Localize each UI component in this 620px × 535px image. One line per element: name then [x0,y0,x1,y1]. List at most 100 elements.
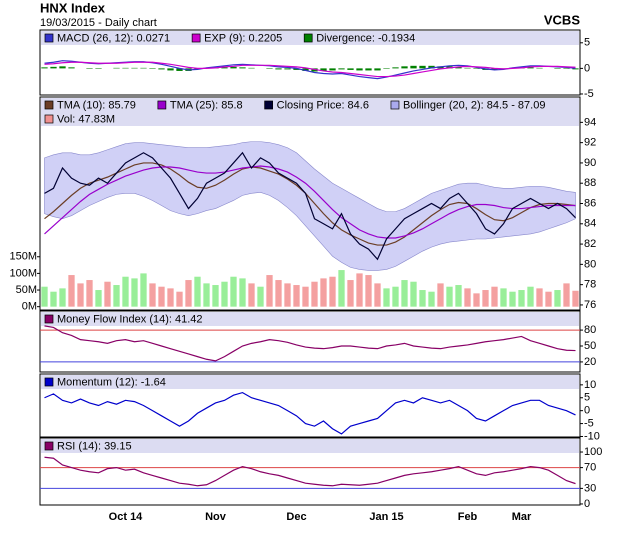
chart-subtitle: 19/03/2015 - Daily chart [40,17,157,29]
tick-label: 30 [584,482,596,494]
bar [338,270,345,307]
tick-label: 88 [584,177,596,189]
bar [230,66,237,69]
bar [500,288,507,307]
bar [95,68,102,69]
tick-label: -5 [584,417,594,429]
bar [401,280,408,307]
bar [275,68,282,70]
tick-label: 80 [584,258,596,270]
bar [221,281,228,307]
x-tick-label: Feb [458,511,478,523]
tick-label: 150M [9,251,37,263]
legend-swatch [44,441,54,451]
bar [167,288,174,307]
bar [248,283,255,307]
bar [203,283,210,307]
bar [383,68,390,69]
bar [284,68,291,70]
tick-label: 86 [584,197,596,209]
line [44,165,576,239]
bar [194,276,201,307]
bar [311,281,318,307]
bar [149,283,156,307]
bar [302,68,309,71]
bar [419,290,426,307]
tick-label: 20 [584,356,596,368]
legend-label: TMA (25): 85.8 [170,99,243,111]
legend-strip [41,375,579,389]
bar [50,291,57,307]
tick-label: 100M [9,267,37,279]
bar [464,288,471,307]
legend-label: RSI (14): 39.15 [57,440,132,452]
bar [374,283,381,307]
legend-label: Bollinger (20, 2): 84.5 - 87.09 [403,99,545,111]
bar [428,291,435,307]
bar [365,275,372,307]
x-tick-label: Dec [286,511,306,523]
bar [554,68,561,69]
tick-label: -10 [584,430,600,442]
legend-label: Closing Price: 84.6 [277,99,369,111]
bar [239,278,246,307]
bar [455,285,462,307]
bar [473,293,480,307]
tick-label: 78 [584,279,596,291]
bar [86,280,93,307]
bar [104,281,111,307]
bar [563,68,570,69]
bar [383,288,390,307]
tick-label: 82 [584,238,596,250]
bar [131,278,138,307]
bar [59,288,66,307]
legend-label: Money Flow Index (14): 41.42 [57,313,203,325]
legend-swatch [264,100,273,110]
legend-label: EXP (9): 0.2205 [204,32,282,44]
bar [401,66,408,69]
bar [320,278,327,307]
bar [572,290,579,307]
tick-label: 94 [584,116,596,128]
bar [536,67,543,69]
bar [338,68,345,70]
line [44,162,576,246]
bar [545,291,552,307]
bar [536,288,543,307]
tick-label: 76 [584,299,596,311]
line [44,151,576,261]
bar [482,290,489,307]
bar [554,290,561,307]
bar [572,68,579,70]
tick-label: 84 [584,218,596,230]
bar [158,286,165,307]
tick-label: -5 [584,88,594,100]
tick-label: 92 [584,137,596,149]
bar [212,285,219,307]
bar [176,68,183,71]
legend-strip [41,439,579,453]
tick-label: 90 [584,157,596,169]
tick-label: 50M [16,284,37,296]
bar [302,286,309,307]
legend-label: Vol: 47.83M [57,113,115,125]
bar [275,280,282,307]
tick-label: 10 [584,379,596,391]
bar [365,68,372,71]
legend-swatch [44,33,54,43]
bar [419,65,426,69]
tick-label: 5 [584,392,590,404]
bar [95,290,102,307]
bar [356,273,363,307]
legend-swatch [44,114,54,124]
bar [410,65,417,69]
tick-label: 80 [584,324,596,336]
tick-label: 0 [584,62,590,74]
bar [158,68,165,70]
bar [491,68,498,70]
tick-label: 0 [584,498,590,510]
bar [41,286,48,307]
bar [167,68,174,71]
chart-title: HNX Index [40,0,106,15]
